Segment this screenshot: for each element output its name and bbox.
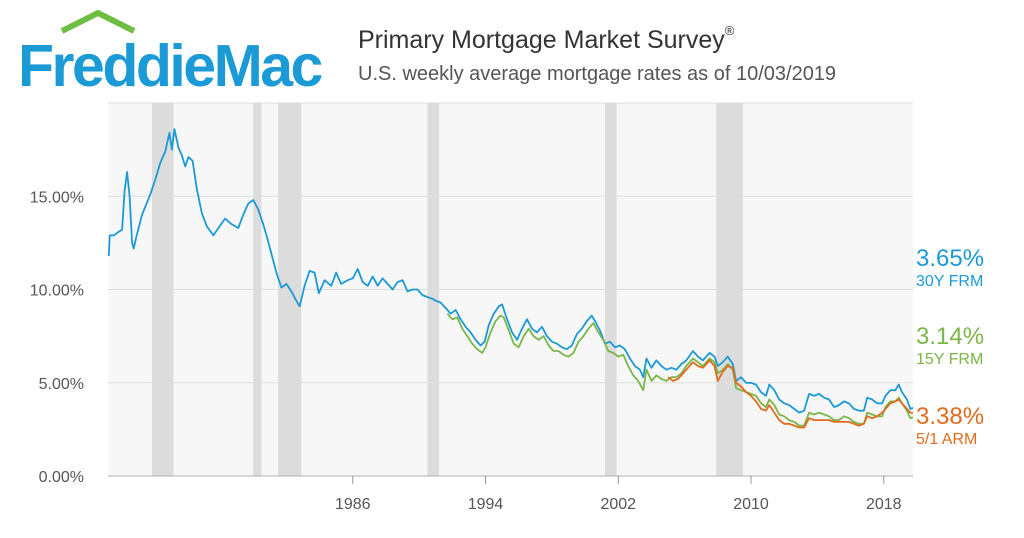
registered-mark: ® — [724, 22, 735, 38]
x-tick-label: 2018 — [866, 496, 902, 513]
legend-item: 3.65% 30Y FRM — [916, 246, 1016, 292]
legend-value: 3.38% — [916, 403, 985, 430]
x-tick-label: 1986 — [335, 496, 371, 513]
x-tick-label: 2002 — [600, 496, 636, 513]
chart-subtitle: U.S. weekly average mortgage rates as of… — [358, 63, 837, 85]
series-line-15y-frm — [446, 313, 914, 427]
y-tick-label: 5.00% — [39, 376, 84, 393]
legend-item: 3.38% 5/1 ARM — [916, 404, 1016, 450]
x-tick-label: 2010 — [733, 496, 769, 513]
y-tick-label: 15.00% — [30, 189, 84, 206]
house-roof-icon — [60, 10, 136, 34]
legend-label: 15Y FRM — [916, 351, 984, 368]
legend-item: 3.14% 15Y FRM — [916, 324, 1016, 370]
legend-value: 3.14% — [916, 323, 985, 350]
logo-wordmark: FreddieMac — [18, 33, 323, 99]
chart-title: Primary Mortgage Market Survey® — [358, 22, 735, 54]
freddie-mac-logo: FreddieMac — [18, 10, 328, 99]
series-line-30y-frm — [107, 128, 914, 414]
series-line-5-1-arm — [667, 359, 914, 429]
y-tick-label: 0.00% — [39, 469, 84, 486]
x-tick-label: 1994 — [468, 496, 504, 513]
y-tick-label: 10.00% — [30, 283, 84, 300]
legend-label: 30Y FRM — [916, 273, 984, 290]
legend-label: 5/1 ARM — [916, 431, 978, 448]
legend-value: 3.65% — [916, 245, 985, 272]
